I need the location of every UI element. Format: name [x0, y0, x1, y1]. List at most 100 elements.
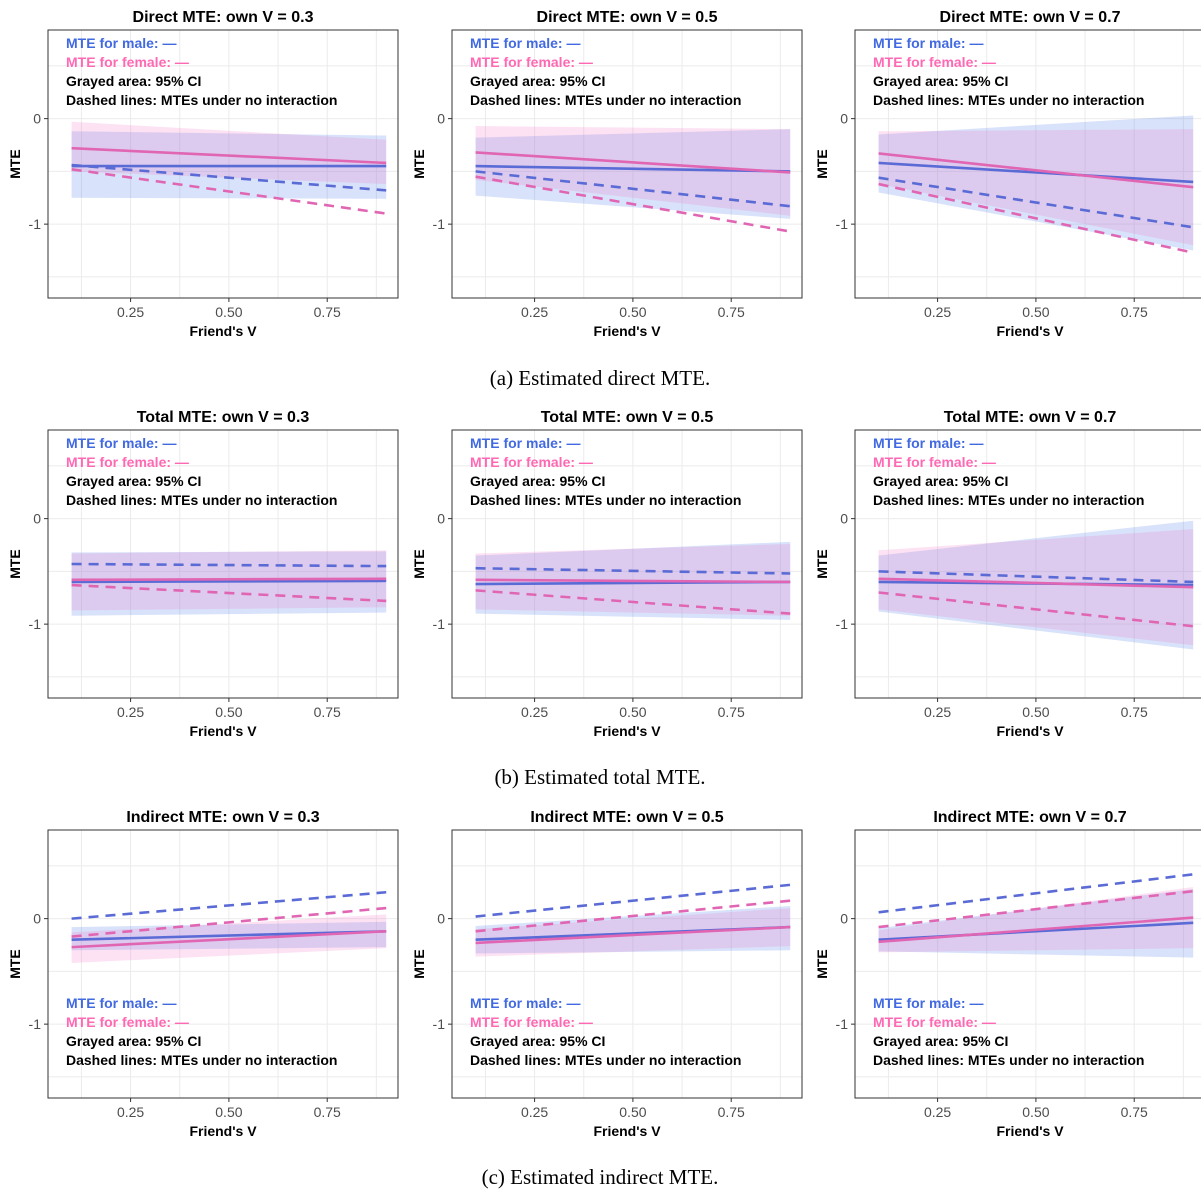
legend-male: MTE for male: — [873, 35, 983, 51]
x-tick-label: 0.75 [718, 1104, 745, 1120]
ci-band-female [878, 529, 1194, 646]
x-axis-label: Friend's V [996, 1123, 1064, 1139]
male-no-interaction-line [71, 890, 387, 920]
female-mte-line [475, 578, 791, 584]
legend-ci: Grayed area: 95% CI [470, 1033, 605, 1049]
x-tick-label: 0.25 [117, 304, 144, 320]
panel-border [47, 429, 399, 699]
x-tick-label: 0.25 [924, 304, 951, 320]
legend-female: MTE for female: — [470, 54, 593, 70]
legend-ci: Grayed area: 95% CI [873, 73, 1008, 89]
x-axis-label: Friend's V [593, 1123, 661, 1139]
panel-9: Indirect MTE: own V = 0.7 0.25 0.50 0.75 -1 0… [814, 809, 1201, 1139]
plot-background [855, 830, 1201, 1098]
female-mte-line [475, 925, 791, 945]
male-no-interaction-line [878, 570, 1194, 584]
female-no-interaction-line [475, 175, 791, 233]
caption-direct: (a) Estimated direct MTE. [490, 366, 710, 390]
panel-1: Direct MTE: own V = 0.3 0.25 0.50 0.75 -1 0 Fr… [7, 9, 399, 339]
legend-female: MTE for female: — [66, 54, 189, 70]
legend-dashed: Dashed lines: MTEs under no interaction [66, 1052, 337, 1068]
panel-title: Total MTE: own V = 0.3 [137, 409, 310, 426]
panel-border [451, 29, 803, 299]
panel-title: Total MTE: own V = 0.5 [541, 409, 714, 426]
gridlines [855, 830, 1201, 1098]
x-tick-label: 0.50 [215, 1104, 242, 1120]
male-mte-line [71, 579, 387, 584]
legend-dashed: Dashed lines: MTEs under no interaction [66, 492, 337, 508]
x-tick-label: 0.75 [314, 1104, 341, 1120]
x-tick-label: 0.75 [314, 304, 341, 320]
female-mte-line [475, 151, 791, 174]
x-tick-label: 0.50 [1022, 704, 1049, 720]
female-no-interaction-line [71, 906, 387, 938]
panel-5: Total MTE: own V = 0.5 0.25 0.50 0.75 -1 0 Fri… [411, 409, 803, 739]
male-mte-line [878, 161, 1194, 184]
x-axis-label: Friend's V [996, 723, 1064, 739]
y-tick-label: -1 [29, 616, 42, 632]
gridlines [48, 30, 398, 298]
legend-ci: Grayed area: 95% CI [873, 473, 1008, 489]
y-tick-label: 0 [33, 111, 41, 127]
y-tick-label: -1 [29, 216, 42, 232]
panel-title: Direct MTE: own V = 0.5 [537, 9, 718, 26]
male-no-interaction-line [878, 176, 1194, 229]
y-axis-label: MTE [7, 949, 23, 979]
y-tick-label: 0 [437, 911, 445, 927]
ci-band-male [475, 905, 791, 954]
female-no-interaction-line [475, 589, 791, 615]
legend-dashed: Dashed lines: MTEs under no interaction [873, 492, 1144, 508]
y-tick-label: -1 [433, 216, 446, 232]
legend-dashed: Dashed lines: MTEs under no interaction [470, 492, 741, 508]
female-mte-line [71, 577, 387, 582]
female-no-interaction-line [878, 182, 1194, 254]
x-tick-label: 0.50 [619, 1104, 646, 1120]
legend-ci: Grayed area: 95% CI [470, 473, 605, 489]
y-tick-label: -1 [29, 1016, 42, 1032]
y-tick-label: 0 [840, 911, 848, 927]
legend-dashed: Dashed lines: MTEs under no interaction [873, 1052, 1144, 1068]
male-no-interaction-line [71, 163, 387, 192]
panel-title: Indirect MTE: own V = 0.7 [933, 809, 1126, 826]
x-axis-label: Friend's V [996, 323, 1064, 339]
x-tick-label: 0.25 [117, 704, 144, 720]
y-tick-label: 0 [437, 511, 445, 527]
x-axis-label: Friend's V [593, 723, 661, 739]
legend-female: MTE for female: — [470, 454, 593, 470]
legend-male: MTE for male: — [873, 435, 983, 451]
x-tick-label: 0.75 [314, 704, 341, 720]
female-no-interaction-line [475, 899, 791, 933]
x-axis-label: Friend's V [593, 323, 661, 339]
y-axis-label: MTE [411, 549, 427, 579]
x-tick-label: 0.25 [521, 304, 548, 320]
legend-female: MTE for female: — [873, 1014, 996, 1030]
legend-male: MTE for male: — [470, 35, 580, 51]
y-axis-label: MTE [7, 149, 23, 179]
y-tick-label: -1 [836, 616, 849, 632]
ci-band-male [475, 129, 791, 219]
panel-border [854, 829, 1201, 1099]
x-tick-label: 0.50 [619, 704, 646, 720]
x-axis-label: Friend's V [189, 323, 257, 339]
y-axis-label: MTE [814, 149, 830, 179]
y-axis-label: MTE [411, 949, 427, 979]
legend-male: MTE for male: — [66, 435, 176, 451]
legend-female: MTE for female: — [873, 54, 996, 70]
x-axis-label: Friend's V [189, 723, 257, 739]
male-mte-line [475, 164, 791, 173]
x-tick-label: 0.75 [1121, 704, 1148, 720]
plot-background [48, 30, 398, 298]
panel-4: Total MTE: own V = 0.3 0.25 0.50 0.75 -1 0 Fri… [7, 409, 399, 739]
ci-band-female [71, 121, 387, 185]
ci-band-male [878, 889, 1194, 958]
y-tick-label: -1 [836, 216, 849, 232]
panel-border [47, 829, 399, 1099]
y-axis-label: MTE [814, 949, 830, 979]
x-tick-label: 0.25 [924, 1104, 951, 1120]
male-no-interaction-line [475, 883, 791, 918]
legend-ci: Grayed area: 95% CI [66, 473, 201, 489]
female-mte-line [878, 916, 1194, 944]
legend-ci: Grayed area: 95% CI [66, 73, 201, 89]
panel-title: Total MTE: own V = 0.7 [944, 409, 1117, 426]
